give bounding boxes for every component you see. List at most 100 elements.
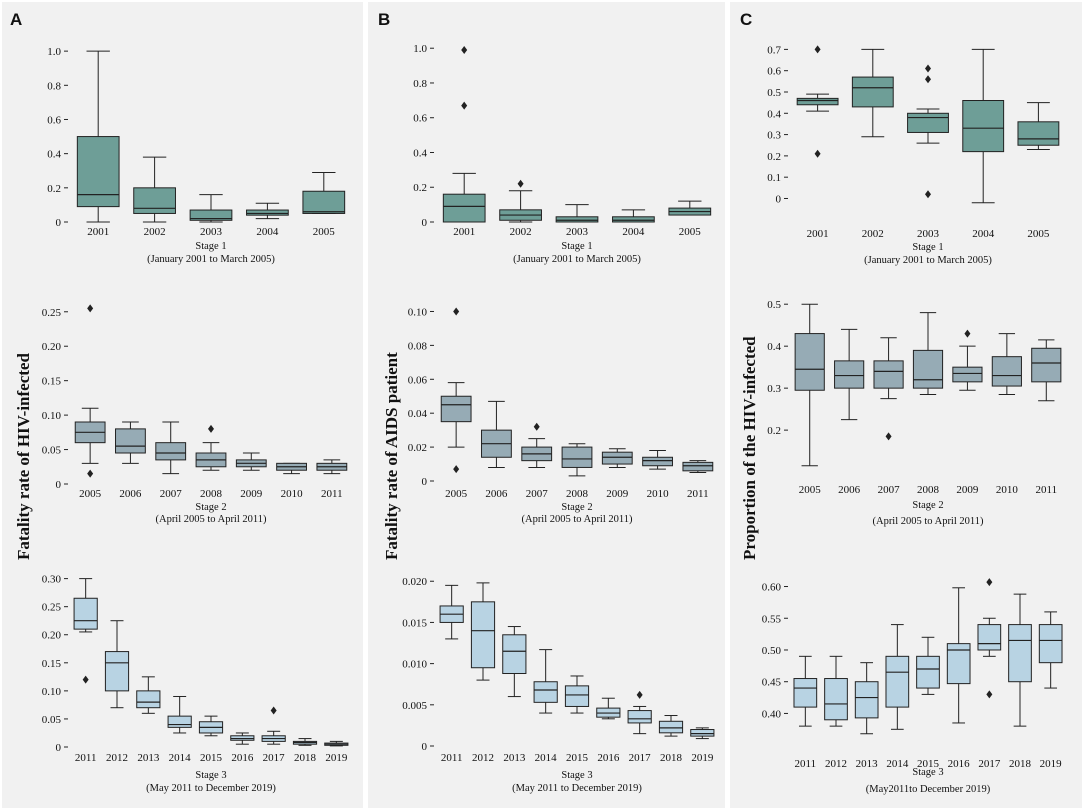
outlier-point bbox=[87, 469, 94, 478]
x-tick-label: 2003 bbox=[200, 226, 223, 238]
x-tick-label: 2005 bbox=[313, 226, 336, 238]
x-tick-label: 2012 bbox=[825, 758, 847, 770]
x-tick-label: 2015 bbox=[566, 752, 589, 764]
box-2015 bbox=[564, 685, 590, 707]
outlier-point bbox=[453, 307, 460, 316]
outlier-point bbox=[925, 75, 931, 84]
x-tick-label: 2011 bbox=[687, 488, 709, 500]
panel-letter-b: B bbox=[378, 10, 391, 29]
y-tick-label: 0.45 bbox=[762, 677, 782, 689]
box-2017 bbox=[977, 624, 1002, 651]
x-tick-label: 2019 bbox=[325, 752, 348, 764]
box-2002 bbox=[133, 187, 176, 214]
x-tick-label: 2013 bbox=[137, 752, 160, 764]
y-tick-label: 0.05 bbox=[42, 714, 62, 726]
y-tick-label: 0 bbox=[56, 479, 62, 491]
y-tick-label: 0 bbox=[56, 217, 62, 229]
x-axis-stage-label: Stage 1 bbox=[912, 242, 943, 253]
x-tick-label: 2012 bbox=[106, 752, 128, 764]
x-tick-label: 2007 bbox=[526, 488, 549, 500]
y-tick-label: 0.02 bbox=[408, 442, 427, 454]
x-tick-label: 2010 bbox=[647, 488, 670, 500]
x-tick-label: 2010 bbox=[996, 484, 1019, 496]
box-2012 bbox=[104, 651, 130, 692]
y-tick-label: 0.020 bbox=[402, 576, 427, 588]
y-tick-label: 0.005 bbox=[402, 700, 427, 712]
box-2005 bbox=[1017, 121, 1060, 146]
x-tick-label: 2009 bbox=[956, 484, 979, 496]
x-tick-label: 2017 bbox=[629, 752, 652, 764]
outlier-point bbox=[885, 432, 892, 441]
x-tick-label: 2014 bbox=[169, 752, 192, 764]
y-tick-label: 0.60 bbox=[762, 582, 782, 594]
y-tick-label: 0.8 bbox=[413, 78, 427, 90]
box-2011 bbox=[682, 461, 714, 472]
x-tick-label: 2001 bbox=[453, 226, 475, 238]
y-tick-label: 0.4 bbox=[767, 108, 781, 120]
box-2019 bbox=[690, 729, 715, 737]
box-2013 bbox=[136, 690, 161, 709]
x-tick-label: 2012 bbox=[472, 752, 494, 764]
box-2011 bbox=[793, 678, 818, 708]
box-2005 bbox=[440, 395, 472, 423]
y-tick-label: 0.15 bbox=[42, 658, 62, 670]
outlier-point bbox=[82, 675, 89, 684]
x-tick-label: 2008 bbox=[200, 488, 223, 500]
panel-a bbox=[2, 2, 363, 808]
x-axis-stage-label: Stage 2 bbox=[561, 502, 592, 513]
y-tick-label: 0.2 bbox=[767, 425, 781, 437]
box-2006 bbox=[834, 360, 865, 389]
outlier-point bbox=[270, 706, 277, 715]
x-tick-label: 2016 bbox=[948, 758, 971, 770]
box-2015 bbox=[916, 655, 940, 689]
y-tick-label: 0.08 bbox=[408, 340, 428, 352]
y-tick-label: 0.20 bbox=[42, 341, 62, 353]
box-2016 bbox=[946, 643, 971, 685]
outlier-point bbox=[986, 578, 993, 587]
box-2006 bbox=[115, 428, 146, 454]
x-tick-label: 2004 bbox=[972, 228, 995, 240]
y-tick-label: 0 bbox=[56, 742, 62, 754]
y-tick-label: 0.10 bbox=[42, 686, 62, 698]
y-tick-label: 0.015 bbox=[402, 617, 427, 629]
y-tick-label: 0.30 bbox=[42, 574, 62, 586]
x-tick-label: 2015 bbox=[200, 752, 223, 764]
box-2002 bbox=[851, 76, 894, 108]
y-tick-label: 0.15 bbox=[42, 376, 62, 388]
y-tick-label: 0.05 bbox=[42, 445, 62, 457]
x-axis-period-label: (May 2011 to December 2019) bbox=[512, 783, 642, 794]
box-2018 bbox=[1008, 624, 1032, 683]
box-2008 bbox=[912, 349, 944, 389]
y-tick-label: 0.20 bbox=[42, 630, 62, 642]
x-tick-label: 2003 bbox=[917, 228, 940, 240]
y-tick-label: 0 bbox=[776, 193, 782, 205]
y-tick-label: 0.2 bbox=[47, 183, 61, 195]
box-2019 bbox=[1038, 624, 1063, 664]
y-tick-label: 0 bbox=[422, 217, 428, 229]
box-2011 bbox=[73, 597, 98, 630]
outlier-point bbox=[925, 190, 931, 199]
box-2011 bbox=[1031, 347, 1062, 383]
x-axis-stage-label: Stage 1 bbox=[561, 241, 592, 252]
y-tick-label: 1.0 bbox=[413, 43, 427, 55]
y-tick-label: 0.1 bbox=[767, 172, 781, 184]
box-2003 bbox=[189, 209, 233, 221]
y-tick-label: 0.5 bbox=[767, 299, 781, 311]
box-2013 bbox=[502, 634, 527, 675]
x-tick-label: 2019 bbox=[691, 752, 714, 764]
box-2008 bbox=[561, 446, 593, 468]
x-tick-label: 2001 bbox=[87, 226, 109, 238]
box-2003 bbox=[907, 112, 949, 133]
box-2018 bbox=[658, 720, 684, 734]
outlier-point bbox=[453, 465, 460, 474]
x-tick-label: 2005 bbox=[79, 488, 102, 500]
x-tick-label: 2004 bbox=[622, 226, 645, 238]
box-2014 bbox=[167, 715, 192, 728]
x-tick-label: 2011 bbox=[441, 752, 463, 764]
x-tick-label: 2005 bbox=[799, 484, 822, 496]
x-tick-label: 2003 bbox=[566, 226, 589, 238]
panel-b bbox=[368, 2, 725, 808]
y-tick-label: 0.55 bbox=[762, 613, 782, 625]
y-tick-label: 0.6 bbox=[413, 113, 427, 125]
